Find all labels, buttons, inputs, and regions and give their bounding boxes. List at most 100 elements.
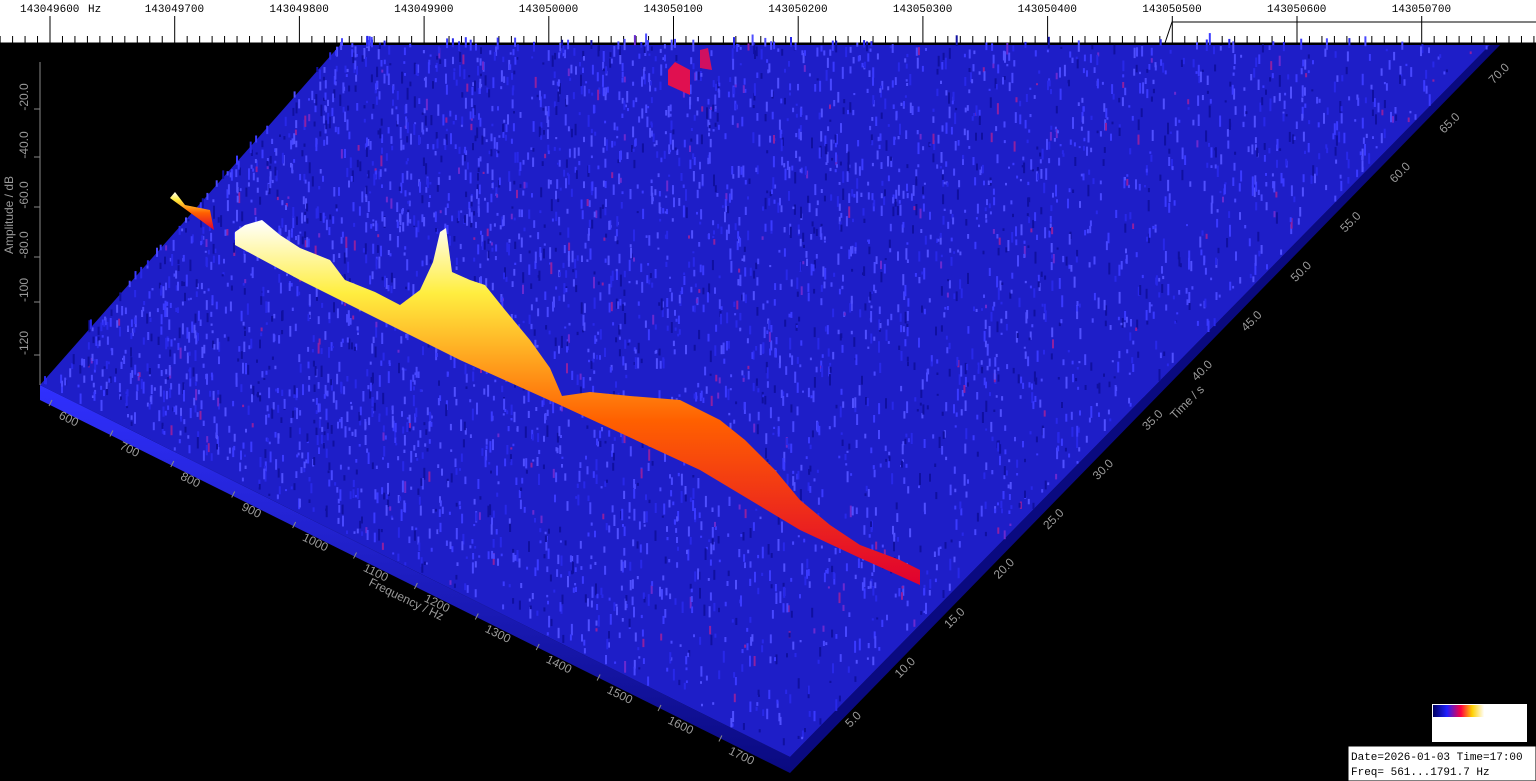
noise-spike — [695, 392, 698, 402]
noise-spike — [1290, 224, 1293, 235]
noise-spike — [629, 244, 632, 248]
noise-spike — [623, 270, 626, 278]
noise-spike — [1290, 185, 1293, 197]
noise-spike — [758, 134, 761, 147]
noise-spike — [1307, 143, 1310, 153]
noise-spike — [428, 421, 431, 432]
noise-spike — [83, 375, 86, 383]
noise-spike — [338, 505, 341, 513]
noise-spike — [857, 140, 860, 147]
noise-spike — [1033, 371, 1036, 382]
noise-spike — [1124, 223, 1127, 233]
noise-spike — [929, 143, 932, 146]
noise-spike — [650, 130, 653, 137]
noise-spike — [604, 92, 607, 101]
noise-spike — [626, 91, 629, 103]
noise-spike — [383, 59, 386, 65]
noise-spike — [863, 588, 866, 599]
noise-spike — [1290, 86, 1292, 99]
noise-spike — [1255, 181, 1258, 192]
noise-spike — [867, 346, 870, 349]
noise-spike — [1259, 102, 1262, 112]
noise-spike — [553, 71, 556, 79]
noise-spike — [906, 311, 909, 321]
noise-spike — [186, 327, 189, 339]
noise-spike — [953, 168, 956, 176]
noise-spike — [530, 462, 533, 468]
noise-spike — [601, 282, 604, 286]
noise-spike — [592, 104, 595, 114]
noise-spike — [146, 363, 149, 372]
noise-spike — [902, 326, 905, 333]
noise-spike — [806, 170, 809, 179]
noise-spike — [737, 44, 740, 47]
noise-spike — [848, 612, 851, 617]
noise-spike — [646, 116, 649, 128]
noise-spike — [347, 310, 350, 320]
noise-spike — [923, 439, 926, 448]
noise-spike — [720, 306, 723, 310]
noise-spike — [331, 346, 334, 349]
noise-spike — [537, 308, 540, 317]
noise-spike — [1049, 131, 1052, 141]
noise-spike — [813, 288, 816, 294]
noise-spike — [1150, 154, 1153, 162]
noise-spike — [506, 445, 509, 455]
noise-spike — [1201, 69, 1204, 72]
noise-spike — [404, 368, 407, 371]
noise-spike — [588, 89, 591, 94]
noise-spike — [1210, 202, 1213, 214]
noise-spike — [617, 41, 620, 50]
noise-spike — [255, 135, 258, 143]
noise-spike — [458, 146, 461, 154]
noise-spike — [491, 123, 494, 127]
noise-spike — [590, 128, 593, 134]
noise-spike — [728, 496, 731, 506]
noise-spike — [742, 292, 745, 302]
noise-spike — [952, 217, 955, 225]
noise-spike — [1213, 318, 1216, 327]
noise-spike — [1290, 218, 1293, 229]
noise-spike — [976, 414, 979, 420]
noise-spike — [805, 456, 808, 460]
noise-spike — [648, 235, 651, 246]
noise-spike — [698, 181, 701, 189]
noise-spike — [755, 346, 758, 351]
noise-spike — [1092, 178, 1095, 185]
noise-spike — [810, 234, 813, 240]
noise-spike — [845, 563, 848, 572]
noise-spike — [947, 279, 950, 282]
noise-spike — [957, 140, 960, 146]
noise-spike — [880, 193, 883, 199]
noise-spike — [1029, 87, 1032, 90]
noise-spike — [532, 510, 535, 515]
noise-spike — [955, 291, 958, 302]
noise-spike — [538, 473, 540, 485]
noise-spike — [612, 452, 615, 461]
noise-spike — [651, 282, 654, 288]
noise-spike — [1348, 96, 1351, 101]
noise-spike — [401, 71, 404, 84]
noise-spike — [1023, 240, 1026, 244]
noise-spike — [295, 236, 297, 241]
noise-spike — [872, 202, 875, 212]
ruler-unit: Hz — [88, 4, 101, 16]
noise-spike — [904, 311, 907, 324]
noise-spike — [456, 562, 459, 566]
noise-spike — [586, 466, 589, 475]
noise-spike — [858, 638, 861, 651]
noise-spike — [612, 322, 615, 326]
noise-spike — [212, 390, 215, 401]
noise-spike — [855, 507, 858, 515]
noise-spike — [875, 541, 878, 550]
noise-spike — [272, 402, 275, 410]
noise-spike — [365, 527, 368, 534]
noise-spike — [416, 458, 419, 461]
noise-spike — [717, 536, 720, 544]
noise-spike — [616, 528, 619, 540]
noise-spike — [588, 219, 591, 228]
noise-spike — [445, 404, 448, 417]
noise-spike — [391, 415, 394, 428]
noise-spike — [217, 397, 220, 407]
noise-spike — [815, 228, 818, 236]
